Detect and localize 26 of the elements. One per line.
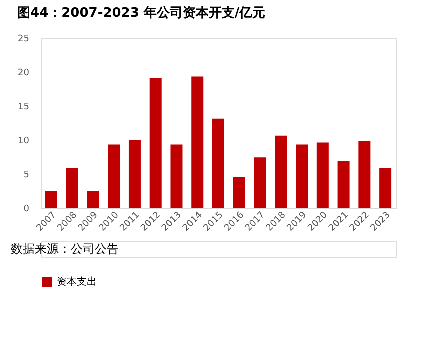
- bar: [128, 140, 141, 208]
- bar: [150, 78, 162, 208]
- bar: [66, 168, 78, 208]
- bar: [254, 158, 266, 208]
- bar: [87, 191, 100, 208]
- source-note: 数据来源：公司公告: [11, 242, 119, 256]
- y-tick-label: 10: [18, 136, 30, 146]
- bar: [212, 118, 224, 208]
- bar: [233, 177, 246, 208]
- bar: [170, 144, 183, 208]
- y-tick-label: 0: [24, 204, 30, 214]
- bar: [108, 144, 120, 208]
- bar: [338, 161, 350, 208]
- bar: [316, 142, 329, 208]
- bar: [192, 76, 204, 208]
- bar: [296, 144, 308, 208]
- chart-title: 图44：2007-2023 年公司资本开支/亿元: [18, 6, 266, 21]
- y-tick-label: 25: [18, 34, 30, 44]
- bar: [45, 191, 58, 208]
- bar: [275, 136, 288, 208]
- y-tick-label: 20: [18, 68, 30, 78]
- y-tick-label: 15: [18, 102, 30, 112]
- legend-label: 资本支出: [57, 276, 97, 288]
- y-tick-label: 5: [24, 170, 30, 180]
- bar: [380, 168, 392, 208]
- bar: [358, 141, 371, 208]
